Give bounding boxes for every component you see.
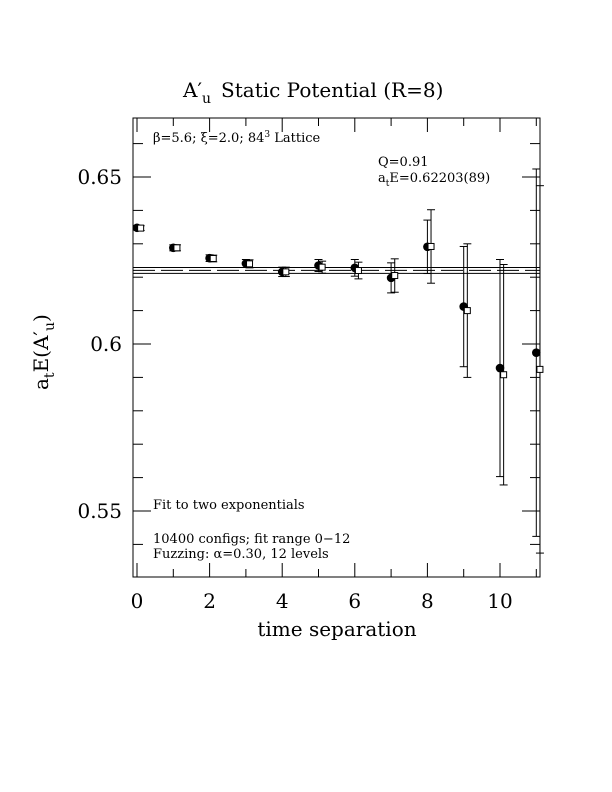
y-label-a: a — [29, 378, 53, 390]
data-point-circle — [495, 363, 505, 373]
lattice-annotation: β=5.6; ξ=2.0; 843 Lattice — [153, 130, 321, 146]
data-point-square — [246, 260, 254, 268]
lattice-sup: 3 — [264, 130, 270, 140]
x-tick-label: 4 — [276, 589, 289, 613]
chart-title-sub: u — [202, 91, 211, 107]
data-point-square — [209, 254, 217, 262]
y-label-close: ) — [29, 314, 53, 322]
configs-annotation: 10400 configs; fit range 0−12 — [153, 532, 350, 547]
y-label-t: t — [42, 372, 58, 378]
fit-type-annotation: Fit to two exponentials — [153, 498, 305, 513]
x-tick-label: 8 — [421, 589, 434, 613]
data-point-circle — [532, 348, 541, 357]
chart-title: A′u Static Potential (R=8) — [182, 78, 443, 107]
data-point-square — [500, 371, 508, 379]
axis-ticks — [133, 118, 540, 577]
x-tick-label: 6 — [348, 589, 361, 613]
fuzzing-annotation: Fuzzing: α=0.30, 12 levels — [153, 547, 329, 562]
y-tick-label: 0.55 — [77, 499, 122, 523]
ate-a: a — [378, 171, 386, 186]
y-tick-label: 0.65 — [77, 165, 122, 189]
chart-title-rest: Static Potential (R=8) — [221, 78, 443, 102]
fit-band — [133, 266, 540, 274]
svg-text:atE(A′u): atE(A′u) — [29, 314, 58, 390]
data-point-square — [354, 267, 362, 275]
lattice-rest: Lattice — [270, 131, 320, 146]
x-axis-label: time separation — [257, 617, 416, 641]
data-point-square — [318, 263, 326, 271]
data-point-square — [391, 272, 399, 280]
ate-annotation: atE=0.62203(89) — [378, 171, 490, 189]
y-label-e: E(A — [29, 335, 53, 372]
ate-t: t — [386, 179, 390, 189]
data-point-square — [536, 365, 544, 373]
q-annotation: Q=0.91 — [378, 155, 429, 170]
y-tick-label: 0.6 — [90, 332, 122, 356]
data-point-square — [137, 224, 145, 232]
x-tick-label: 10 — [487, 589, 512, 613]
ate-rest: E=0.62203(89) — [389, 171, 490, 186]
y-label-u: u — [42, 322, 58, 331]
y-axis-label: atE(A′u) — [29, 314, 58, 390]
lattice-text: β=5.6; ξ=2.0; 84 — [153, 131, 264, 146]
chart-title-main: A — [182, 78, 198, 102]
data-point-square — [463, 307, 471, 315]
y-label-prime: ′ — [29, 331, 53, 336]
data-point-square — [282, 268, 290, 276]
data-series — [132, 168, 544, 554]
axis-tick-labels: 0 2 4 6 8 10 0.55 0.6 0.65 — [77, 165, 512, 613]
x-tick-label: 0 — [131, 589, 144, 613]
data-point-square — [427, 242, 435, 250]
chart-title-prime: ′ — [197, 78, 202, 102]
x-tick-label: 2 — [203, 589, 216, 613]
data-point-square — [173, 244, 181, 252]
